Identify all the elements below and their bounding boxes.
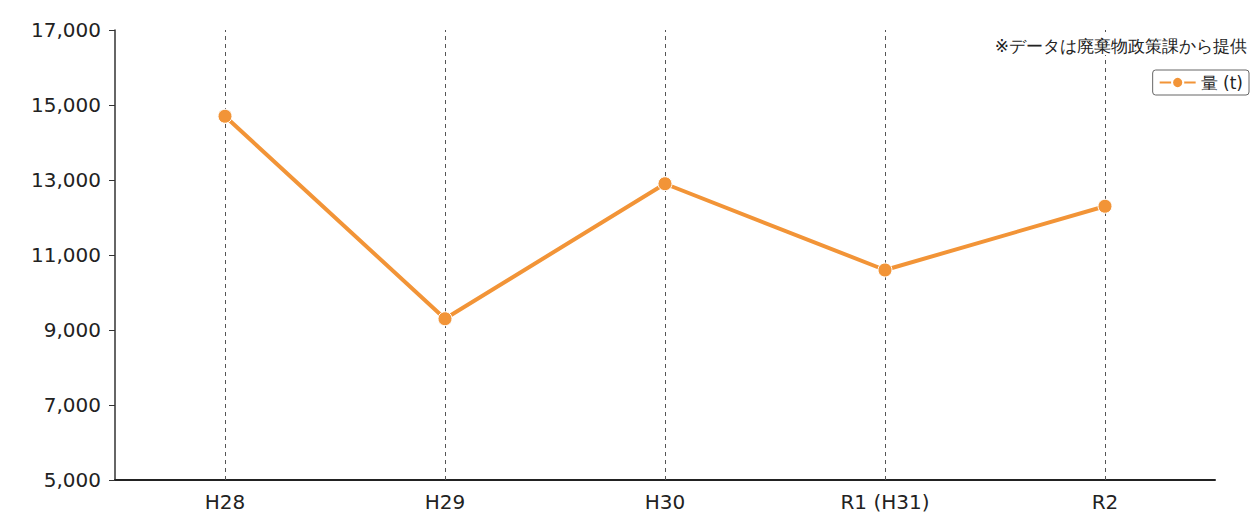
svg-text:H29: H29 xyxy=(425,490,466,514)
svg-text:※データは廃棄物政策課から提供: ※データは廃棄物政策課から提供 xyxy=(995,36,1247,56)
svg-text:R1 (H31): R1 (H31) xyxy=(840,490,929,514)
svg-text:5,000: 5,000 xyxy=(44,468,101,492)
svg-text:R2: R2 xyxy=(1092,490,1119,514)
svg-text:H28: H28 xyxy=(205,490,246,514)
svg-text:15,000: 15,000 xyxy=(31,93,101,117)
svg-text:7,000: 7,000 xyxy=(44,393,101,417)
svg-text:13,000: 13,000 xyxy=(31,168,101,192)
svg-text:11,000: 11,000 xyxy=(31,243,101,267)
svg-text:H30: H30 xyxy=(645,490,686,514)
svg-text:9,000: 9,000 xyxy=(44,318,101,342)
svg-text:17,000: 17,000 xyxy=(31,18,101,42)
svg-text:量 (t): 量 (t) xyxy=(1201,73,1243,93)
